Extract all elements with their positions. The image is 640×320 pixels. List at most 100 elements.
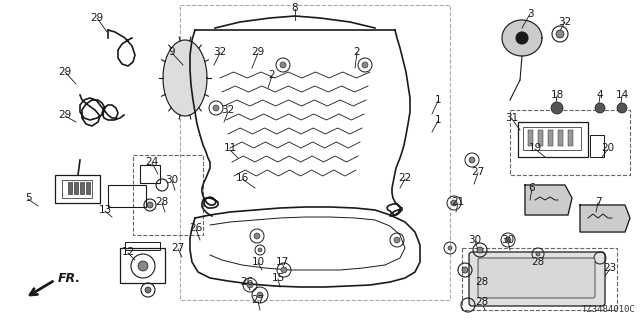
Circle shape [147,202,153,208]
Circle shape [448,246,452,250]
Text: FR.: FR. [58,271,81,284]
Bar [55,175,100,203]
Bar [180,5,450,300]
Text: 1: 1 [435,115,442,125]
FancyBboxPatch shape [478,258,595,298]
Text: 13: 13 [99,205,111,215]
Bar [590,135,604,157]
FancyBboxPatch shape [469,252,605,306]
Text: 30: 30 [468,235,481,245]
Text: 17: 17 [275,257,289,267]
Text: 10: 10 [252,257,264,267]
Circle shape [451,200,457,206]
Text: 24: 24 [145,157,159,167]
Text: 20: 20 [602,143,614,153]
Text: 22: 22 [398,173,412,183]
Text: 29: 29 [58,67,72,77]
Circle shape [462,267,468,273]
Text: 9: 9 [169,47,175,57]
Circle shape [138,261,148,271]
Polygon shape [163,40,207,116]
Bar [538,130,543,146]
Text: 27: 27 [172,243,184,253]
Text: 29: 29 [252,47,264,57]
Text: 8: 8 [292,3,298,13]
Polygon shape [580,205,630,232]
Circle shape [258,248,262,252]
Bar [518,122,588,157]
Text: 14: 14 [616,90,628,100]
Text: 29: 29 [90,13,104,23]
Circle shape [556,30,564,38]
Text: 26: 26 [241,277,253,287]
Text: 3: 3 [527,9,533,19]
Text: 30: 30 [501,235,515,245]
Bar [68,182,72,194]
Circle shape [145,287,151,293]
Text: 27: 27 [252,295,264,305]
Text: 1: 1 [435,95,442,105]
Bar [523,127,581,150]
Text: 21: 21 [451,197,465,207]
Circle shape [213,105,219,111]
Text: 7: 7 [595,197,602,207]
Text: 16: 16 [236,173,248,183]
Circle shape [477,247,483,253]
Circle shape [469,157,475,163]
Bar [548,130,553,146]
Bar [558,130,563,146]
Circle shape [536,252,540,256]
Text: 5: 5 [25,193,31,203]
Circle shape [254,233,260,239]
Text: 32: 32 [213,47,227,57]
Bar [568,130,573,146]
Circle shape [362,62,368,68]
Text: 23: 23 [604,263,616,273]
Text: 32: 32 [558,17,572,27]
Bar [510,110,630,175]
Text: 4: 4 [596,90,604,100]
Circle shape [617,103,627,113]
Bar [528,130,533,146]
Text: TZ3484010C: TZ3484010C [582,305,636,314]
Text: 19: 19 [529,143,541,153]
Text: 12: 12 [122,247,134,257]
Circle shape [551,102,563,114]
Text: 30: 30 [165,175,179,185]
Bar [125,242,160,250]
Text: 32: 32 [221,105,235,115]
Polygon shape [525,185,572,215]
Text: 18: 18 [550,90,564,100]
Text: 2: 2 [269,70,275,80]
Circle shape [595,103,605,113]
Bar [74,182,78,194]
Text: 31: 31 [506,113,518,123]
Text: 28: 28 [476,297,488,307]
Circle shape [505,237,511,243]
Bar [108,185,146,207]
Circle shape [257,292,263,298]
Text: 6: 6 [529,183,535,193]
Bar [140,165,160,183]
Polygon shape [502,20,542,56]
Circle shape [394,237,400,243]
Bar [80,182,84,194]
Text: 28: 28 [531,257,545,267]
Text: 15: 15 [271,273,285,283]
Bar [462,248,617,310]
Bar [133,155,203,235]
Text: 29: 29 [58,110,72,120]
Circle shape [516,32,528,44]
Bar [62,180,92,198]
Text: 28: 28 [476,277,488,287]
Bar [86,182,90,194]
Text: 11: 11 [223,143,237,153]
Circle shape [281,267,287,273]
Text: 28: 28 [156,197,168,207]
Bar [120,248,165,283]
Text: 27: 27 [472,167,484,177]
Text: 2: 2 [354,47,360,57]
Circle shape [247,282,253,288]
Circle shape [280,62,286,68]
Text: 26: 26 [189,223,203,233]
